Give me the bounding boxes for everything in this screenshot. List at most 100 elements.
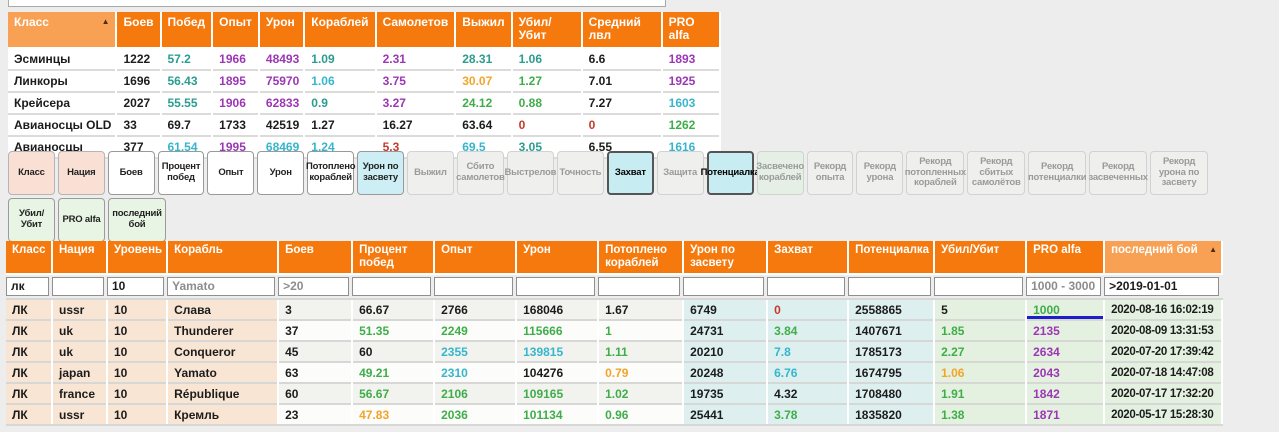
column-label: Урон xyxy=(265,15,295,29)
filter-input[interactable] xyxy=(112,278,160,293)
column-toggle-button[interactable]: Процент побед xyxy=(157,151,205,195)
stat-cell: 6.6 xyxy=(581,46,663,70)
ships-column-header[interactable]: последний бой ▲ xyxy=(1104,241,1224,275)
filter-input[interactable] xyxy=(1109,278,1215,293)
column-toggle-button[interactable]: Рекорд опыта xyxy=(806,151,854,195)
column-toggle-button[interactable]: Сбито самолетов xyxy=(456,151,505,195)
ships-table: Класс Нация Уровень Корабль Боев Процент побе… xyxy=(6,241,1224,426)
summary-column-header[interactable]: PRO alfa xyxy=(661,12,721,49)
filter-input[interactable] xyxy=(688,278,760,293)
ships-column-header[interactable]: Процент побед xyxy=(352,241,436,275)
stat-cell: ЛК xyxy=(6,339,53,362)
stat-cell: 2043 xyxy=(1026,360,1106,383)
ships-column-header[interactable]: Уровень xyxy=(107,241,169,275)
column-toggle-button[interactable]: Рекорд сбитых самолётов xyxy=(967,151,1026,195)
ship-row: ЛК ussr 10 Слава 3 66.67 2766 168046 1.67 6749 0 25… xyxy=(6,297,1224,320)
stat-cell: japan xyxy=(52,360,108,383)
column-toggle-button[interactable]: Класс xyxy=(8,151,55,195)
column-toggle-button[interactable]: Выстрелов xyxy=(505,151,556,195)
column-toggle-button[interactable]: Урон по засвету xyxy=(357,151,405,195)
ships-column-header[interactable]: Опыт xyxy=(434,241,518,275)
filter-box xyxy=(352,276,432,296)
stat-cell: ussr xyxy=(52,297,108,320)
ships-column-header[interactable]: Нация xyxy=(52,241,108,275)
summary-column-header[interactable]: Убил/Убит xyxy=(511,12,583,49)
column-toggle-button[interactable]: Опыт xyxy=(207,151,255,195)
ships-header-row: Класс Нация Уровень Корабль Боев Процент побе… xyxy=(6,241,1224,275)
column-toggle-button[interactable]: Потенциалка xyxy=(701,151,760,195)
ships-column-header[interactable]: Боев xyxy=(278,241,354,275)
stat-cell: 1.85 xyxy=(934,318,1028,341)
column-label: Захват xyxy=(774,244,814,256)
filter-input[interactable] xyxy=(283,278,345,293)
stat-cell: ЛК xyxy=(6,297,53,320)
summary-column-header[interactable]: Самолетов xyxy=(375,12,457,49)
column-toggle-button[interactable]: Защита xyxy=(656,151,704,195)
filter-input[interactable] xyxy=(1031,278,1097,293)
column-toggle-button[interactable]: Боев xyxy=(107,151,155,195)
filter-input[interactable] xyxy=(357,278,427,293)
filter-input[interactable] xyxy=(57,278,99,293)
summary-column-header[interactable]: Класс ▲ xyxy=(8,12,118,49)
stat-cell: 63.64 xyxy=(455,112,513,136)
column-label: Процент побед xyxy=(359,244,408,269)
filter-input[interactable] xyxy=(521,278,591,293)
column-toggle-button[interactable]: Захват xyxy=(606,151,654,195)
ships-column-header[interactable]: Потенциалка xyxy=(848,241,936,275)
filter-input[interactable] xyxy=(939,278,1019,293)
summary-column-header[interactable]: Средний лвл xyxy=(581,12,663,49)
ships-column-header[interactable]: PRO alfa xyxy=(1026,241,1106,275)
ships-column-header[interactable]: Убил/Убит xyxy=(934,241,1028,275)
filter-input[interactable] xyxy=(853,278,927,293)
stat-cell: 3.84 xyxy=(767,318,850,341)
column-toggle-button[interactable]: Рекорд потопленных кораблей xyxy=(905,151,966,195)
column-toggle-button[interactable]: Потоплено кораблей xyxy=(306,151,356,195)
stat-cell: 24.12 xyxy=(455,90,513,114)
ships-column-header[interactable]: Урон по засвету xyxy=(683,241,769,275)
stat-cell: 48493 xyxy=(258,46,306,70)
ships-column-header[interactable]: Корабль xyxy=(167,241,280,275)
column-toggle-button[interactable]: Рекорд урона xyxy=(856,151,904,195)
stat-cell: 1785173 xyxy=(848,339,936,362)
column-label: Побед xyxy=(167,15,206,29)
column-toggle-button[interactable]: Рекорд урона по засвету xyxy=(1150,151,1208,195)
class-name-cell: Крейсера xyxy=(8,90,118,114)
summary-column-header[interactable]: Боев xyxy=(116,12,162,49)
stat-cell: 1906 xyxy=(212,90,260,114)
ships-column-header[interactable]: Потоплено кораблей xyxy=(598,241,685,275)
stat-cell: 6.55 xyxy=(581,134,663,159)
summary-column-header[interactable]: Опыт xyxy=(212,12,260,49)
ships-column-header[interactable]: Захват xyxy=(767,241,850,275)
stat-cell: ЛК xyxy=(6,318,53,341)
column-toggle-button[interactable]: Засвечено кораблей xyxy=(756,151,804,195)
summary-column-header[interactable]: Выжил xyxy=(455,12,513,49)
summary-column-header[interactable]: Побед xyxy=(160,12,214,49)
column-toggle-button[interactable]: Рекорд засвеченных xyxy=(1088,151,1148,195)
filter-input[interactable] xyxy=(172,278,271,293)
column-toggle-button[interactable]: Урон xyxy=(257,151,305,195)
summary-column-header[interactable]: Кораблей xyxy=(304,12,377,49)
sort-asc-icon: ▲ xyxy=(1209,245,1218,254)
filter-input[interactable] xyxy=(772,278,841,293)
column-toggle-button[interactable]: Точность xyxy=(556,151,604,195)
stat-cell: ЛК xyxy=(6,360,53,383)
stat-cell: 1.09 xyxy=(304,46,377,70)
filter-input[interactable] xyxy=(11,278,44,293)
column-toggle-button[interactable]: PRO alfa xyxy=(58,198,105,242)
summary-row: Линкоры 1696 56.43 1895 75970 1.06 3.75 30.07 1.… xyxy=(8,68,721,92)
filter-input[interactable] xyxy=(439,278,509,293)
column-toggle-button[interactable]: Нация xyxy=(57,151,105,195)
filter-input[interactable] xyxy=(603,278,676,293)
column-toggle-panel: Класс Нация Боев Процент побед Опыт Урон Потоп… xyxy=(8,151,1208,245)
column-toggle-button[interactable]: Выжил xyxy=(407,151,454,195)
stat-cell: france xyxy=(52,381,108,404)
ships-column-header[interactable]: Урон xyxy=(516,241,600,275)
column-toggle-button[interactable]: Рекорд потенциалки xyxy=(1028,151,1087,195)
column-toggle-button[interactable]: Убил/Убит xyxy=(8,198,55,242)
column-toggle-button[interactable]: последний бой xyxy=(108,198,166,242)
ships-column-header[interactable]: Класс xyxy=(6,241,53,275)
summary-column-header[interactable]: Урон xyxy=(258,12,306,49)
stat-cell: 1.06 xyxy=(511,46,583,70)
filter-box xyxy=(6,276,49,296)
stat-cell: 55.55 xyxy=(160,90,214,114)
